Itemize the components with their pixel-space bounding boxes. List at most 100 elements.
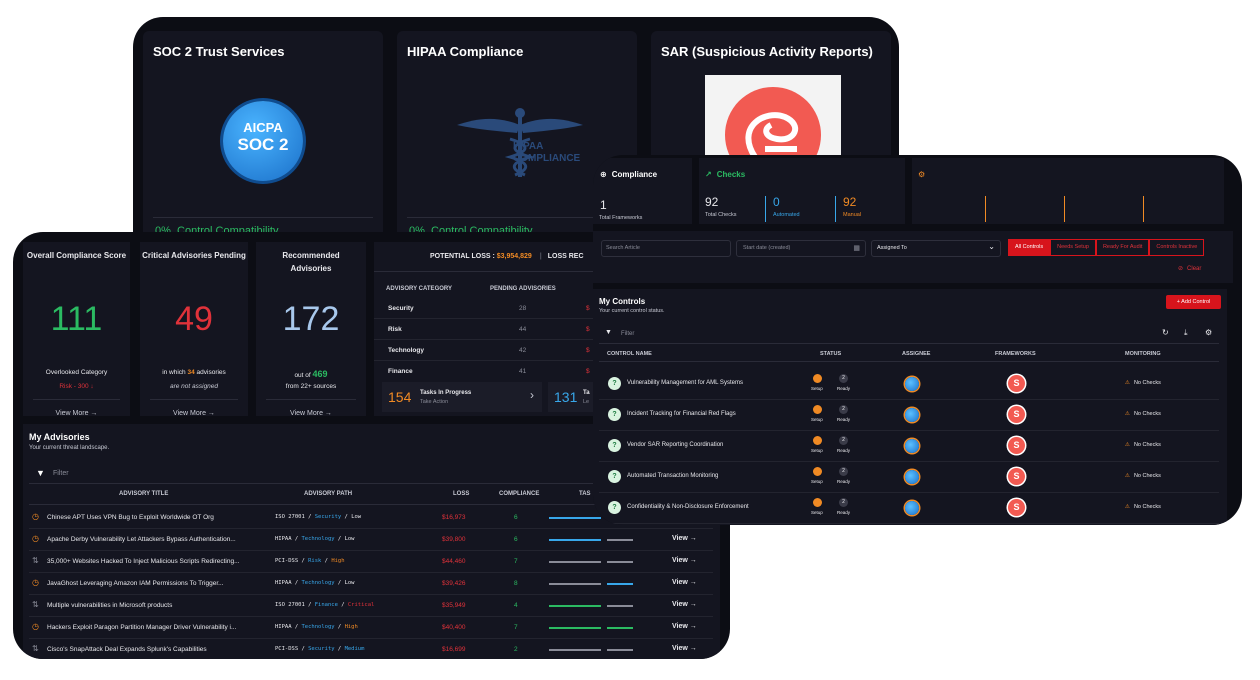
loss-category-list: Security 28 $ Risk 44 $ Technology 42 $ Financ… xyxy=(374,298,614,381)
stat-card-critical-advisories[interactable]: Critical Advisories Pending 49 in which … xyxy=(140,242,248,417)
filter-all-controls[interactable]: All Controls xyxy=(1008,239,1051,256)
advisory-title[interactable]: Apache Derby Vulnerability Let Attackers… xyxy=(47,536,236,543)
loss-row[interactable]: Finance 41 $ xyxy=(388,368,590,375)
stat-card-recommended-advisories[interactable]: Recommended Advisories 172 out of 469 fr… xyxy=(256,242,366,417)
stat-card-compliance-score[interactable]: Overall Compliance Score 111 Overlooked … xyxy=(23,242,130,417)
calendar-icon[interactable]: ▦ xyxy=(853,245,860,252)
sar-framework-icon[interactable]: S xyxy=(1008,468,1025,485)
help-icon: ? xyxy=(608,377,621,390)
advisory-title[interactable]: Cisco's SnapAttack Deal Expands Splunk's… xyxy=(47,646,207,653)
add-control-button[interactable]: + Add Control xyxy=(1166,295,1221,309)
table-row[interactable]: ⇅ Cisco's SnapAttack Deal Expands Splunk'… xyxy=(29,639,713,659)
control-row[interactable]: ? Incident Tracking for Financial Red Fla… xyxy=(599,400,1219,431)
advisory-title[interactable]: 35,000+ Websites Hacked To Inject Malici… xyxy=(47,558,240,565)
control-name[interactable]: Vulnerability Management for AML Systems xyxy=(627,380,743,386)
filter-input[interactable]: Filter xyxy=(53,470,69,477)
filter-controls-inactive[interactable]: Controls Inactive xyxy=(1149,239,1205,256)
stat-title: Overall Compliance Score xyxy=(26,251,127,260)
view-advisory-link[interactable]: View → xyxy=(672,623,697,630)
ready-status-label: Ready xyxy=(837,417,851,422)
hipaa-logo-text1: HIPAA xyxy=(513,141,544,152)
advisory-title[interactable]: Hackers Exploit Paragon Partition Manage… xyxy=(47,624,237,631)
download-icon[interactable]: ⤓ xyxy=(1184,328,1188,337)
control-name[interactable]: Automated Transaction Monitoring xyxy=(627,473,719,479)
advisory-title[interactable]: Chinese APT Uses VPN Bug to Exploit Worl… xyxy=(47,514,214,521)
help-icon: ? xyxy=(608,470,621,483)
table-row[interactable]: ⇅ 35,000+ Websites Hacked To Inject Malic… xyxy=(29,551,713,573)
filter-needs-setup[interactable]: Needs Setup xyxy=(1050,239,1096,256)
loss-rec-tab[interactable]: LOSS REC xyxy=(547,253,584,260)
view-advisory-link[interactable]: View → xyxy=(672,535,697,542)
view-more-link[interactable]: View More → xyxy=(173,410,215,417)
monitoring-status: ⚠ No Checks xyxy=(1125,504,1161,510)
avatar[interactable] xyxy=(905,377,919,391)
avatar[interactable] xyxy=(905,408,919,422)
avatar[interactable] xyxy=(905,470,919,484)
control-name[interactable]: Vendor SAR Reporting Coordination xyxy=(627,442,724,448)
task-progress-bar xyxy=(549,583,601,585)
setup-status-label: Setup xyxy=(811,417,823,422)
control-name[interactable]: Confidentiality & Non-Disclosure Enforce… xyxy=(627,504,749,510)
table-row[interactable]: ◷ JavaGhost Leveraging Amazon IAM Permiss… xyxy=(29,573,713,595)
start-date-input[interactable]: Start date (created) ▦ xyxy=(736,240,866,257)
filter-ready-for-audit[interactable]: Ready For Audit xyxy=(1095,239,1150,256)
table-row[interactable]: ◷ Hackers Exploit Paragon Partition Manag… xyxy=(29,617,713,639)
setup-status-icon xyxy=(813,498,822,507)
monitoring-status: ⚠ No Checks xyxy=(1125,442,1161,448)
view-more-link[interactable]: View More → xyxy=(290,410,332,417)
stat-value: 111 xyxy=(50,300,103,338)
sar-framework-icon[interactable]: S xyxy=(1008,437,1025,454)
advisories-header: ADVISORY TITLE ADVISORY PATH LOSS COMPLI… xyxy=(29,486,713,505)
compliance-label: Total Frameworks xyxy=(599,215,643,221)
advisory-title[interactable]: Multiple vulnerabilities in Microsoft pr… xyxy=(47,602,173,609)
view-advisory-link[interactable]: View → xyxy=(672,579,697,586)
control-row[interactable]: ? Confidentiality & Non-Disclosure Enforc… xyxy=(599,493,1219,524)
setup-status-icon xyxy=(813,374,822,383)
filter-bar[interactable]: ▼ Filter xyxy=(29,465,713,484)
my-controls-card: My Controls Your current control status.… xyxy=(593,289,1227,525)
advisory-title[interactable]: JavaGhost Leveraging Amazon IAM Permissi… xyxy=(47,580,224,587)
task-progress-bar xyxy=(549,605,601,607)
loss-row[interactable]: Risk 44 $ xyxy=(374,319,614,340)
loss-row[interactable]: Technology 42 $ xyxy=(374,340,614,361)
table-row[interactable]: ⇅ Multiple vulnerabilities in Microsoft p… xyxy=(29,595,713,617)
chevron-right-icon[interactable]: › xyxy=(530,388,534,402)
control-row[interactable]: ? Vendor SAR Reporting Coordination Setup 2… xyxy=(599,431,1219,462)
view-more-link[interactable]: View More → xyxy=(55,410,98,417)
control-name[interactable]: Incident Tracking for Financial Red Flag… xyxy=(627,411,736,417)
controls-filter-bar[interactable]: ▼ Filter ↻ ⤓ ⚙ xyxy=(599,327,1219,344)
stat-title: Critical Advisories Pending xyxy=(142,251,246,260)
clock-icon: ◷ xyxy=(32,534,39,543)
sar-framework-icon[interactable]: S xyxy=(1008,375,1025,392)
settings-icon[interactable]: ⚙ xyxy=(1205,328,1213,337)
tasks-in-progress-card[interactable]: 154 Tasks In Progress Take Action › xyxy=(382,382,542,412)
sort-icon: ⇅ xyxy=(32,644,39,653)
view-advisory-link[interactable]: View → xyxy=(672,557,697,564)
table-row[interactable]: ◷ Apache Derby Vulnerability Let Attacker… xyxy=(29,529,713,551)
sar-framework-icon[interactable]: S xyxy=(1008,406,1025,423)
controls-header: CONTROL NAME STATUS ASSIGNEE FRAMEWORKS … xyxy=(599,347,1219,362)
warning-icon: ⚠ xyxy=(1125,473,1130,479)
compliance-title: ⊕ Compliance xyxy=(600,170,658,179)
sar-framework-icon[interactable]: S xyxy=(1008,499,1025,516)
stat-sub1: Overlooked Category xyxy=(45,369,108,376)
assigned-to-select[interactable]: Assigned To ⌄ xyxy=(871,240,1001,257)
control-row[interactable]: ? Vulnerability Management for AML System… xyxy=(599,369,1219,400)
ready-count: 2 xyxy=(839,467,848,476)
avatar[interactable] xyxy=(905,501,919,515)
search-article-input[interactable]: Search Article xyxy=(601,240,731,257)
advisory-loss: $39,800 xyxy=(442,536,466,543)
potential-loss-card: POTENTIAL LOSS : $3,954,829 | LOSS REC AD… xyxy=(374,242,614,416)
advisory-compliance: 6 xyxy=(514,536,518,543)
view-advisory-link[interactable]: View → xyxy=(672,645,697,652)
ready-count: 2 xyxy=(839,498,848,507)
checks-total: 92 Total Checks xyxy=(705,195,737,218)
clear-filters-button[interactable]: ⊘ Clear xyxy=(1178,266,1202,272)
avatar[interactable] xyxy=(905,439,919,453)
controls-card: ⚙ xyxy=(912,158,1224,224)
view-advisory-link[interactable]: View → xyxy=(672,601,697,608)
control-row[interactable]: ? Automated Transaction Monitoring Setup 2 R… xyxy=(599,462,1219,493)
loss-row[interactable]: Security 28 $ xyxy=(374,298,614,319)
refresh-icon[interactable]: ↻ xyxy=(1162,328,1169,337)
advisories-table-body: ◷ Chinese APT Uses VPN Bug to Exploit Wor… xyxy=(29,507,713,659)
